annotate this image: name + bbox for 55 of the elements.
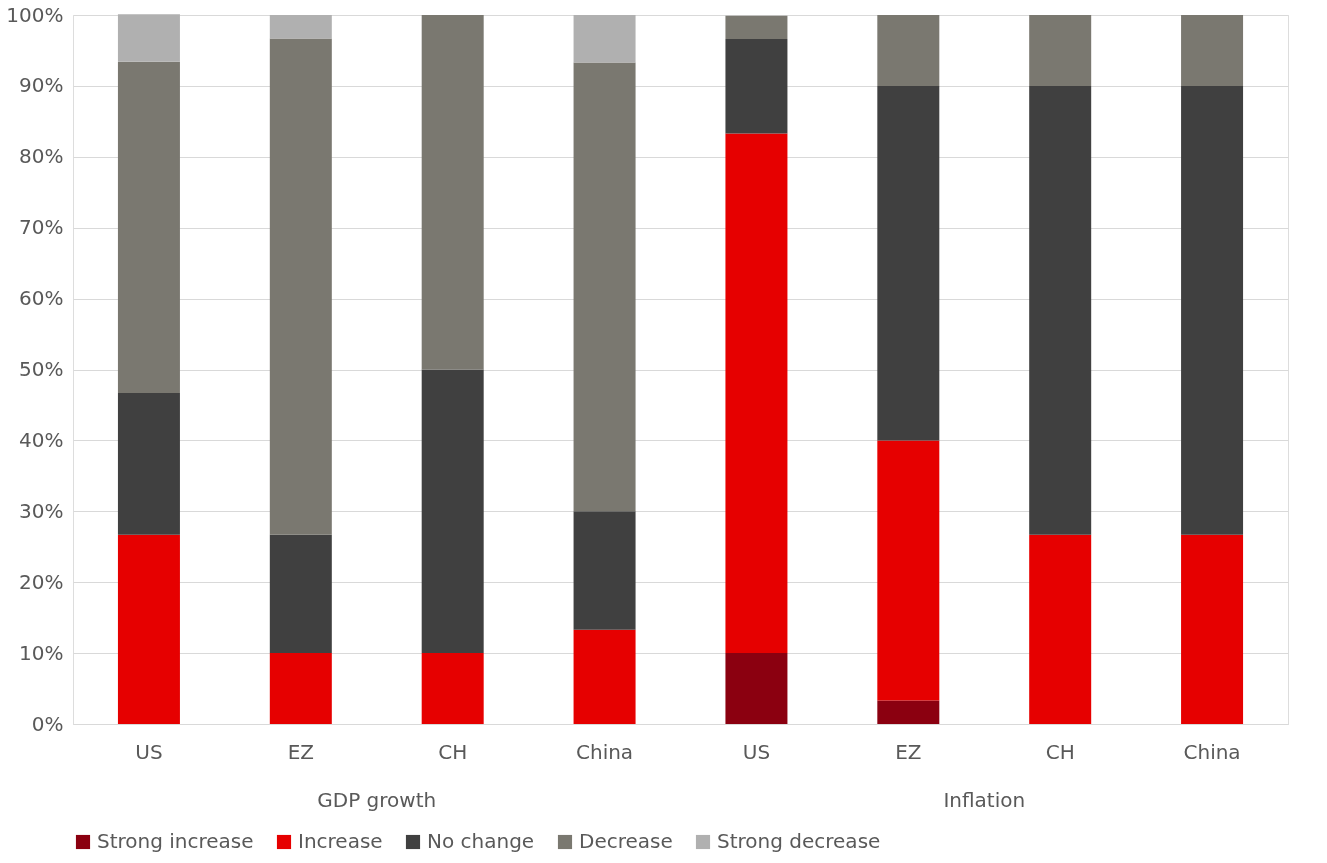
x-tick-label: EZ (287, 739, 314, 764)
y-tick-label: 20% (19, 569, 64, 594)
bar (269, 534, 332, 654)
legend-label: Increase (298, 829, 383, 853)
bar (1029, 534, 1092, 724)
x-tick-label: US (135, 739, 163, 764)
bar (117, 61, 180, 393)
bar (573, 15, 636, 63)
y-tick-label: 100% (6, 2, 64, 27)
bar (421, 369, 484, 654)
bar (877, 440, 940, 701)
bar (117, 534, 180, 724)
bar (117, 14, 180, 62)
bar (269, 38, 332, 535)
y-tick-label: 40% (19, 427, 64, 452)
text: GDP growth (317, 788, 437, 812)
bar (421, 15, 484, 370)
bar (725, 653, 788, 724)
legend-label: Strong increase (97, 829, 254, 853)
y-tick-label: 0% (31, 711, 64, 736)
y-tick-label: 70% (19, 215, 64, 240)
bar (573, 62, 636, 512)
bar (1029, 85, 1092, 535)
y-tick-label: 90% (19, 73, 64, 98)
bar (725, 133, 788, 654)
x-tick-label: China (1183, 739, 1241, 764)
text: Inflation (943, 788, 1026, 812)
bar (573, 629, 636, 724)
y-tick-label: 10% (19, 640, 64, 665)
bar (877, 15, 940, 86)
bar (877, 700, 940, 724)
x-tick-label: US (742, 739, 771, 764)
bar (1181, 534, 1244, 724)
bar (1181, 15, 1244, 86)
bar (573, 511, 636, 630)
bar (117, 392, 180, 535)
bar (725, 15, 788, 40)
y-tick-label: 50% (19, 357, 64, 381)
y-tick-label: 80% (19, 144, 64, 169)
bar (269, 15, 332, 39)
bar (725, 39, 788, 134)
bar (269, 653, 332, 724)
bar (421, 653, 484, 724)
x-tick-label: CH (1045, 739, 1075, 764)
y-tick-label: 30% (19, 498, 64, 523)
x-tick-label: China (575, 739, 634, 764)
legend-label: Decrease (579, 829, 673, 853)
x-tick-label: EZ (895, 739, 922, 764)
x-tick-label: CH (438, 739, 468, 764)
y-tick-label: 60% (19, 286, 64, 311)
bar (1181, 85, 1244, 535)
legend-label: No change (427, 829, 535, 853)
bar (1029, 15, 1092, 86)
legend-label: Strong decrease (717, 829, 881, 853)
bar (877, 85, 940, 441)
